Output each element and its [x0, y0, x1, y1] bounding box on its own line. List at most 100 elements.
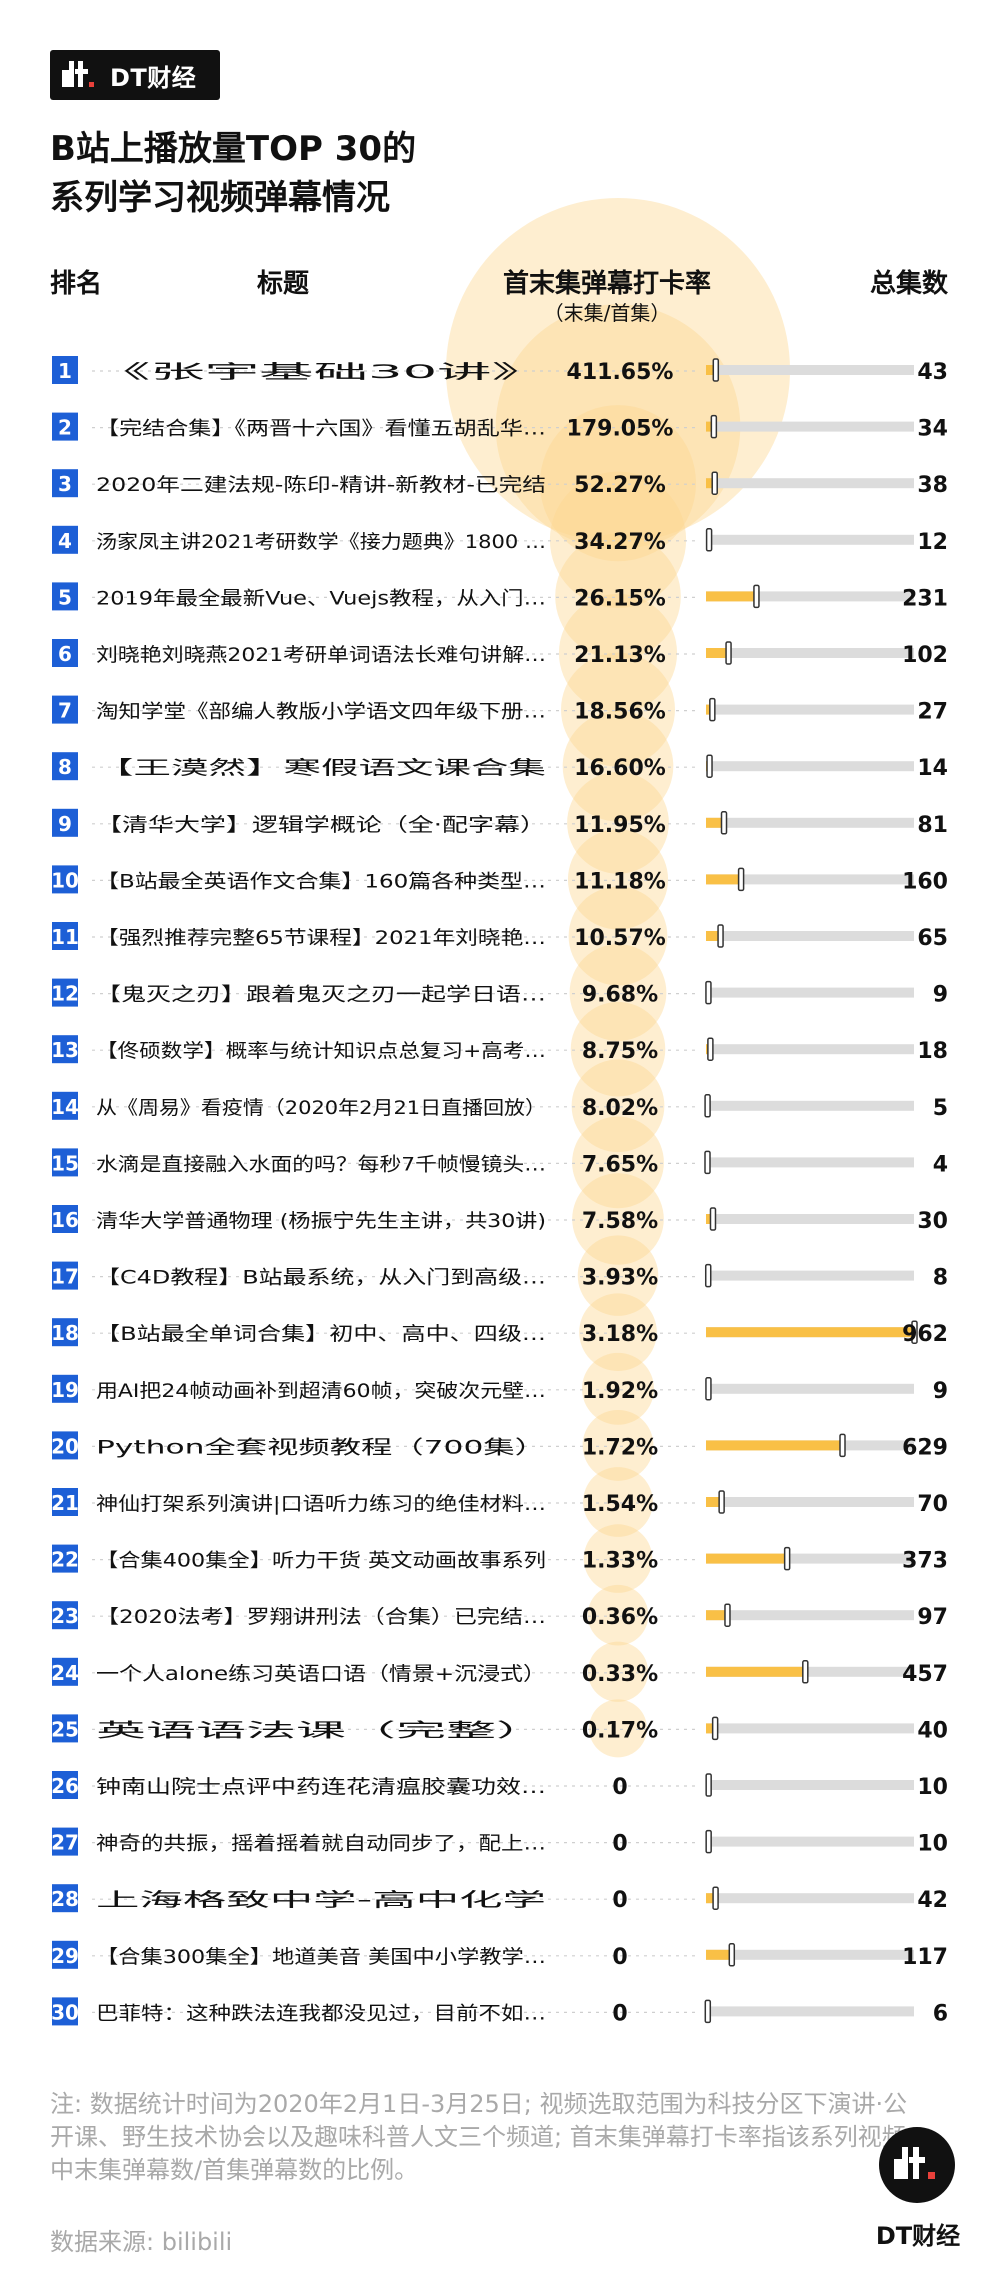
rank-badge [52, 1601, 78, 1630]
episodes-bar-track [706, 874, 914, 885]
table-row: 10 【B站最全英语作文合集】160篇各种类型… 11.18% 160 [51, 865, 948, 894]
rank-badge [52, 412, 78, 441]
rank-number: 13 [51, 1038, 79, 1062]
rank-badge [52, 1205, 78, 1233]
video-title: 水滴是直接融入水面的吗？每秒7千帧慢镜头… [96, 1153, 546, 1175]
rank-number: 2 [58, 416, 72, 440]
episodes-bar [706, 1497, 722, 1507]
rank-number: 7 [58, 699, 72, 723]
data-source: 数据来源: bilibili [50, 2228, 233, 2256]
rank-number: 14 [51, 1095, 79, 1119]
ratio-label: 11.18% [574, 869, 666, 894]
table-row: 13 【佟硕数学】概率与统计知识点总复习+高考… 8.75% 18 [51, 1035, 948, 1064]
video-title: 巴菲特：这种跌法连我都没见过，目前不如… [96, 2002, 546, 2024]
episodes-bar-track [706, 478, 914, 489]
ratio-label: 1.92% [582, 1379, 658, 1404]
episodes-value: 12 [917, 530, 948, 555]
rank-number: 11 [51, 925, 79, 949]
rank-badge [52, 1318, 78, 1347]
ratio-label: 0 [612, 1945, 627, 1970]
episodes-bar [706, 365, 716, 375]
ratio-bubble [446, 198, 790, 542]
ratio-bubble [589, 1699, 647, 1758]
ratio-bubble [495, 304, 741, 549]
video-title: 英语语法课（完整） [96, 1719, 546, 1741]
ratio-bubble [572, 1116, 664, 1209]
episodes-marker [705, 1377, 712, 1401]
rank-number: 5 [58, 585, 72, 609]
rank-badge [52, 1997, 78, 2026]
episodes-bar-track [706, 534, 914, 545]
episodes-value: 629 [902, 1435, 948, 1460]
rank-badge [52, 1148, 78, 1177]
ratio-bubble [583, 1524, 653, 1593]
ratio-bubble [572, 1173, 664, 1265]
episodes-marker [737, 867, 745, 892]
episodes-bar [706, 1327, 914, 1338]
ratio-label: 1.33% [582, 1549, 658, 1574]
episodes-marker [711, 1716, 719, 1741]
episodes-value: 102 [902, 643, 948, 668]
ratio-label: 21.13% [574, 643, 666, 668]
ratio-label: 0 [612, 2001, 627, 2026]
episodes-value: 373 [902, 1549, 948, 1574]
rank-badge [52, 1488, 78, 1516]
rank-number: 20 [51, 1434, 79, 1458]
video-title: 【B站最全单词合集】初中、高中、四级… [96, 1323, 546, 1345]
episodes-marker [704, 1999, 712, 2024]
episodes-bar [706, 591, 756, 602]
episodes-value: 40 [917, 1718, 948, 1743]
episodes-value: 5 [933, 1096, 948, 1121]
ratio-label: 10.57% [574, 926, 666, 951]
rank-number: 21 [51, 1491, 79, 1515]
table-row: 21 神仙打架系列演讲|口语听力练习的绝佳材料… 1.54% 70 [51, 1488, 948, 1517]
ratio-bubble [577, 1235, 659, 1316]
rank-badge [52, 922, 78, 950]
episodes-bar-track [706, 1497, 914, 1507]
ratio-bubble [549, 471, 687, 608]
ratio-bubble [568, 886, 668, 986]
ratio-bubble [539, 405, 697, 562]
table-row: 17 【C4D教程】B站最系统，从入门到高级… 3.93% 8 [51, 1261, 948, 1291]
rank-badge [52, 1261, 78, 1290]
table-row: 18 【B站最全单词合集】初中、高中、四级… 3.18% 962 [51, 1318, 948, 1347]
table-row: 6 刘晓艳刘晓燕2021考研单词语法长难句讲解… 21.13% 102 [52, 639, 948, 668]
ratio-label: 0.33% [582, 1662, 658, 1687]
ratio-label: 3.18% [582, 1322, 658, 1347]
episodes-value: 97 [917, 1605, 948, 1630]
episodes-marker [709, 697, 716, 722]
footnote: 注: 数据统计时间为2020年2月1日-3月25日; 视频选取范围为科技分区下演… [50, 2090, 908, 2184]
episodes-value: 8 [933, 1266, 948, 1291]
episodes-marker [706, 754, 713, 778]
video-title: 淘知学堂《部编人教版小学语文四年级下册… [96, 701, 546, 723]
ratio-bubble [579, 1293, 657, 1372]
video-title: 一个人alone练习英语口语（情景+沉浸式） [96, 1663, 546, 1685]
episodes-bar-track [706, 591, 914, 602]
episodes-bar [706, 931, 721, 941]
rank-number: 12 [51, 982, 79, 1006]
episodes-bar-track [706, 2006, 914, 2017]
episodes-value: 231 [902, 586, 948, 611]
episodes-marker [718, 1490, 725, 1514]
episodes-marker [839, 1433, 846, 1458]
chart: 排名 标题 首末集弹幕打卡率 （末集/首集） 总集数 1 《张宇基础30讲》 411… [50, 198, 949, 2026]
episodes-marker [911, 1320, 918, 1344]
title-line-2: 系列学习视频弹幕情况 [50, 178, 390, 218]
episodes-marker [709, 1207, 717, 1231]
rank-badge [52, 695, 78, 724]
video-title: 用AI把24帧动画补到超清60帧，突破次元壁… [96, 1380, 546, 1402]
ratio-label: 16.60% [574, 756, 666, 781]
episodes-value: 457 [902, 1662, 948, 1687]
episodes-marker [724, 1603, 731, 1627]
table-row: 19 用AI把24帧动画补到超清60帧，突破次元壁… 1.92% 9 [51, 1374, 948, 1404]
episodes-value: 117 [902, 1945, 948, 1970]
ratio-bubble [571, 1059, 665, 1153]
table-rows: 1 《张宇基础30讲》 411.65% 432 【完结合集】《两晋十六国》看懂五胡乱华…… [51, 356, 948, 2026]
ratio-label: 0 [612, 1832, 627, 1857]
episodes-marker [802, 1660, 809, 1684]
ratio-label: 179.05% [567, 417, 674, 442]
episodes-bar-track [706, 1270, 914, 1281]
episodes-marker [717, 924, 724, 948]
rank-badge [52, 1714, 78, 1743]
episodes-value: 70 [917, 1492, 948, 1517]
